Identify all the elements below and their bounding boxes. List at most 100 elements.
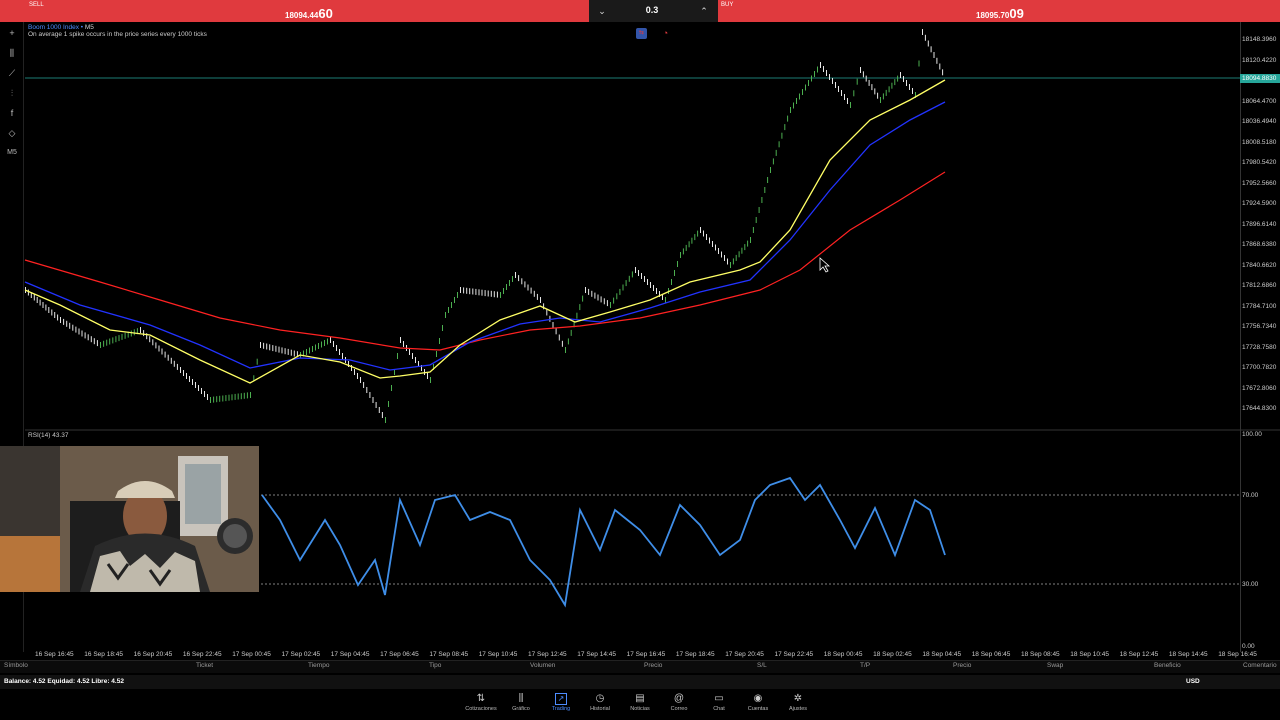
clock-alert-icon[interactable]: ◔ — [662, 28, 669, 38]
table-column-header[interactable]: Precio — [953, 662, 972, 669]
price-bar — [641, 273, 642, 279]
price-bar — [201, 388, 202, 394]
price-bar — [348, 361, 349, 367]
price-bar — [281, 347, 283, 354]
current-price-label: 18094.8830 — [1240, 74, 1280, 83]
price-tick-label: 18036.4940 — [1242, 118, 1277, 125]
nav-trading[interactable]: ↗ Trading — [541, 692, 581, 718]
price-bar — [388, 401, 389, 407]
buy-button[interactable]: BUY 18095.7009 — [718, 0, 1280, 22]
time-tick-label: 17 Sep 14:45 — [577, 651, 616, 658]
price-bar — [186, 373, 187, 379]
function-icon[interactable]: f — [10, 108, 14, 118]
price-tick-label: 17784.7100 — [1242, 302, 1277, 310]
price-bar — [868, 79, 870, 86]
price-bar — [752, 227, 754, 233]
sell-button[interactable]: SELL 18094.4460 — [0, 0, 589, 22]
price-bar — [561, 340, 563, 347]
price-bar — [106, 339, 108, 346]
timeframe-icon[interactable]: M5 — [7, 149, 17, 156]
price-bar — [653, 285, 654, 291]
nav-cotizaciones[interactable]: ⇅ Cotizaciones — [461, 692, 501, 718]
time-tick-label: 16 Sep 22:45 — [182, 651, 222, 658]
shapes-icon[interactable]: ◇ — [8, 128, 16, 138]
nav-chat[interactable]: ▭ Chat — [699, 692, 739, 718]
price-bar — [741, 247, 743, 254]
price-bar — [339, 349, 340, 355]
price-bar — [412, 353, 413, 359]
price-bar — [130, 330, 132, 337]
price-bar — [727, 258, 728, 265]
rsi-tick-label: 70.00 — [1242, 492, 1259, 499]
price-bar — [922, 29, 923, 35]
candles-icon[interactable]: ⫼ — [9, 48, 15, 58]
nav-noticias[interactable]: ▤ Noticias — [620, 692, 660, 718]
price-bar — [823, 66, 824, 72]
price-bar — [903, 76, 904, 82]
table-column-header[interactable]: Símbolo — [4, 662, 28, 669]
price-bar — [192, 379, 193, 385]
price-bar — [567, 338, 569, 345]
price-bar — [430, 377, 431, 383]
price-bar — [552, 322, 554, 328]
table-column-header[interactable]: Beneficio — [1154, 662, 1181, 669]
lot-increase-chevron-icon[interactable]: ⌃ — [700, 6, 708, 16]
nav-grafico[interactable]: ⫼ Gráfico — [501, 692, 541, 718]
time-tick-label: 18 Sep 02:45 — [873, 651, 912, 658]
table-column-header[interactable]: Ticket — [196, 662, 214, 669]
price-bar — [397, 353, 398, 359]
trendline-icon[interactable]: ⟋ — [8, 68, 16, 78]
symbol-title[interactable]: Boom 1000 Index • M5 — [28, 24, 94, 31]
time-tick-label: 18 Sep 16:45 — [1218, 651, 1257, 658]
price-tick-label: 18148.3960 — [1242, 36, 1277, 43]
indicators-icon[interactable]: ⫶ — [10, 88, 14, 98]
price-bar — [427, 373, 428, 379]
nav-cuentas[interactable]: ◉ Cuentas — [738, 692, 778, 718]
table-column-header[interactable]: Swap — [1047, 662, 1064, 669]
price-bar — [306, 349, 307, 355]
price-tick-label: 17952.5660 — [1242, 179, 1277, 187]
price-bar — [659, 291, 660, 297]
price-bar — [146, 333, 148, 340]
price-bar — [243, 392, 245, 399]
price-chart[interactable] — [0, 0, 1280, 660]
price-bar — [718, 248, 719, 254]
price-bar — [475, 288, 477, 295]
nav-correo[interactable]: @ Correo — [659, 692, 699, 718]
table-column-header[interactable]: S/L — [757, 662, 767, 669]
price-bar — [691, 237, 693, 244]
price-bar — [750, 237, 751, 243]
table-column-header[interactable]: T/P — [860, 662, 871, 669]
price-bar — [900, 72, 901, 78]
nav-label: Historial — [590, 706, 610, 712]
price-bar — [213, 396, 215, 403]
price-bar — [558, 334, 560, 341]
price-bar — [493, 291, 495, 298]
sell-label: SELL — [29, 2, 44, 8]
price-bar — [600, 296, 602, 303]
nav-historial[interactable]: ◷ Historial — [580, 692, 620, 718]
one-click-trading-icon[interactable]: ⇆ — [636, 28, 647, 39]
price-bar — [927, 40, 929, 47]
price-bar — [284, 348, 286, 355]
table-column-header[interactable]: Volumen — [530, 662, 556, 669]
price-bar — [490, 290, 492, 297]
price-bar — [30, 292, 32, 298]
lot-decrease-chevron-icon[interactable]: ⌄ — [598, 6, 606, 16]
price-bar — [333, 341, 334, 347]
table-column-header[interactable]: Comentario — [1243, 662, 1277, 669]
price-bar — [533, 290, 535, 297]
table-column-header[interactable]: Tiempo — [308, 662, 330, 669]
price-bar — [27, 289, 29, 296]
price-bar — [912, 88, 913, 94]
lot-size-value[interactable]: 0.3 — [645, 5, 659, 15]
table-column-header[interactable]: Precio — [644, 662, 663, 669]
price-bar — [75, 326, 77, 333]
price-tick-label: 17700.7820 — [1242, 364, 1277, 371]
crosshair-icon[interactable]: + — [9, 28, 15, 38]
price-bar — [400, 337, 401, 343]
price-bar — [454, 297, 455, 303]
table-column-header[interactable]: Tipo — [429, 662, 442, 669]
nav-ajustes[interactable]: ✲ Ajustes — [778, 692, 818, 718]
trade-bar: SELL 18094.4460 ⌄ 0.3 ⌃ BUY 18095.7009 — [0, 0, 1280, 22]
